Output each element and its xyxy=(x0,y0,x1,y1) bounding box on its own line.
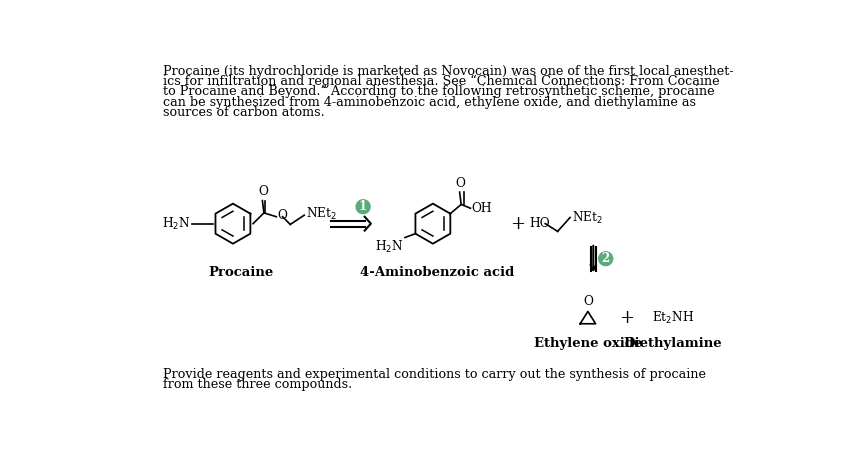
Text: O: O xyxy=(456,177,466,190)
Text: +: + xyxy=(619,309,634,326)
Text: sources of carbon atoms.: sources of carbon atoms. xyxy=(163,106,325,119)
Circle shape xyxy=(356,200,370,213)
Text: 2: 2 xyxy=(601,252,610,265)
Text: 4-Aminobenzoic acid: 4-Aminobenzoic acid xyxy=(360,266,514,279)
Text: Ethylene oxide: Ethylene oxide xyxy=(533,337,642,350)
Text: NEt$_2$: NEt$_2$ xyxy=(571,209,603,226)
Text: Provide reagents and experimental conditions to carry out the synthesis of proca: Provide reagents and experimental condit… xyxy=(163,368,706,381)
Text: NEt$_2$: NEt$_2$ xyxy=(306,206,337,222)
Text: H$_2$N: H$_2$N xyxy=(162,216,191,232)
Text: HO: HO xyxy=(530,217,551,230)
Circle shape xyxy=(599,252,612,266)
Text: OH: OH xyxy=(472,202,492,215)
Text: ics for infiltration and regional anesthesia. See “Chemical Connections: From Co: ics for infiltration and regional anesth… xyxy=(163,75,720,88)
Text: Procaine: Procaine xyxy=(208,266,273,279)
Text: H$_2$N: H$_2$N xyxy=(375,239,404,255)
Text: O: O xyxy=(277,209,287,222)
Text: Diethylamine: Diethylamine xyxy=(624,337,722,350)
Text: Et$_2$NH: Et$_2$NH xyxy=(652,310,694,325)
Text: can be synthesized from 4-aminobenzoic acid, ethylene oxide, and diethylamine as: can be synthesized from 4-aminobenzoic a… xyxy=(163,95,696,108)
Text: O: O xyxy=(583,295,593,308)
Text: from these three compounds.: from these three compounds. xyxy=(163,378,352,391)
Text: to Procaine and Beyond.” According to the following retrosynthetic scheme, proca: to Procaine and Beyond.” According to th… xyxy=(163,86,715,99)
Text: O: O xyxy=(259,185,268,198)
Text: Procaine (its hydrochloride is marketed as Novocain) was one of the first local : Procaine (its hydrochloride is marketed … xyxy=(163,65,734,78)
Text: 1: 1 xyxy=(359,200,367,213)
Text: +: + xyxy=(510,215,526,232)
